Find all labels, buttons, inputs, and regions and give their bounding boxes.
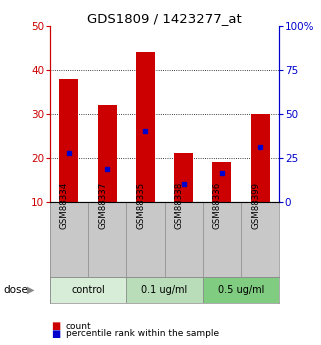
Bar bbox=[126, 277, 203, 303]
Text: GSM88337: GSM88337 bbox=[98, 182, 107, 229]
Text: control: control bbox=[71, 285, 105, 295]
Text: GSM88335: GSM88335 bbox=[136, 182, 145, 229]
Bar bbox=[59, 79, 78, 201]
Bar bbox=[251, 114, 270, 201]
Title: GDS1809 / 1423277_at: GDS1809 / 1423277_at bbox=[87, 12, 242, 25]
Text: GSM88336: GSM88336 bbox=[213, 182, 222, 229]
Text: GSM88334: GSM88334 bbox=[60, 182, 69, 229]
Bar bbox=[203, 277, 279, 303]
Bar bbox=[50, 277, 126, 303]
Bar bbox=[212, 162, 231, 201]
Text: GSM88338: GSM88338 bbox=[175, 182, 184, 229]
Text: 0.1 ug/ml: 0.1 ug/ml bbox=[141, 285, 188, 295]
Text: percentile rank within the sample: percentile rank within the sample bbox=[66, 329, 219, 338]
Text: 0.5 ug/ml: 0.5 ug/ml bbox=[218, 285, 264, 295]
Text: dose: dose bbox=[3, 285, 28, 295]
Text: count: count bbox=[66, 322, 91, 331]
Text: ▶: ▶ bbox=[27, 285, 35, 295]
Bar bbox=[98, 105, 117, 201]
Text: ■: ■ bbox=[51, 321, 61, 331]
Text: ■: ■ bbox=[51, 329, 61, 339]
Bar bbox=[136, 52, 155, 201]
Bar bbox=[174, 153, 193, 201]
Text: GSM88399: GSM88399 bbox=[251, 182, 260, 229]
